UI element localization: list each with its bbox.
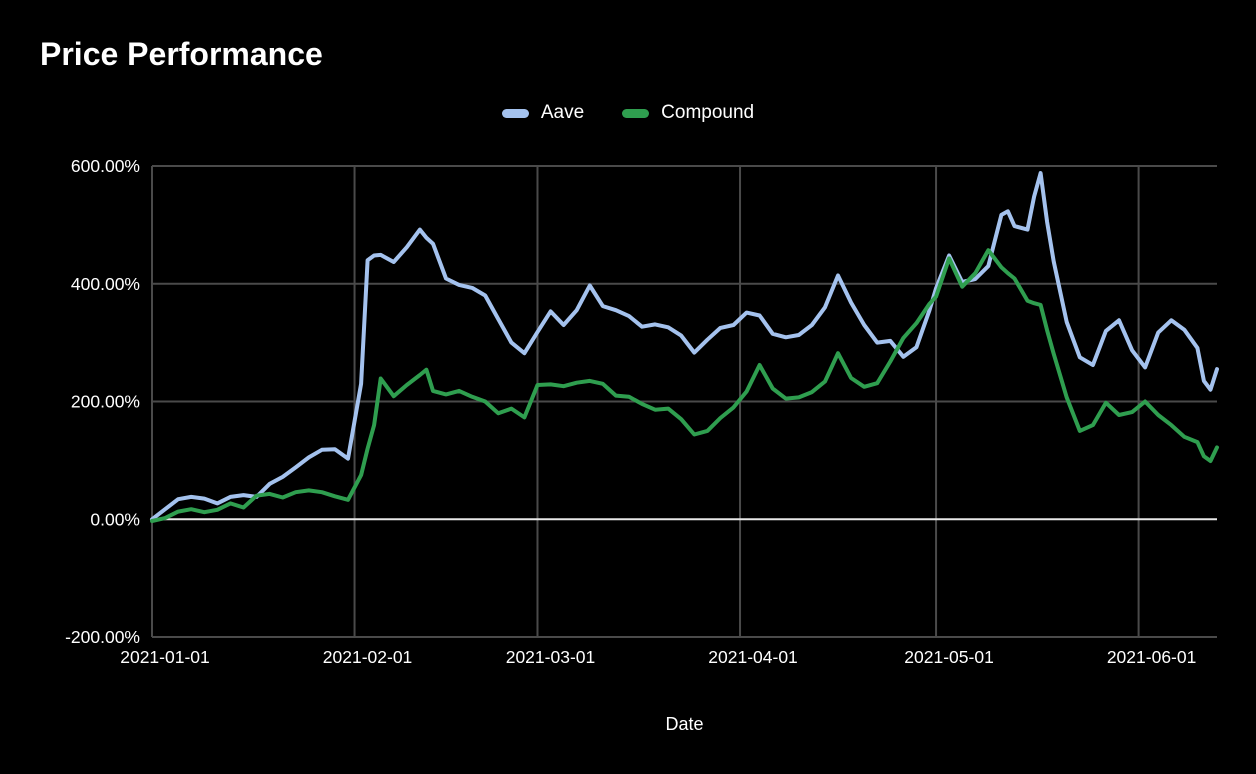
compound-line-series [150,248,1219,523]
legend: Aave Compound [0,102,1256,124]
x-axis-tick-label: 2021-05-01 [904,647,994,667]
legend-label-compound: Compound [661,102,755,123]
x-axis-title: Date [665,714,703,734]
aave-swatch-icon [501,108,529,118]
y-axis-tick-label: 0.00% [90,509,140,529]
y-axis-tick-label: 200.00% [71,392,140,412]
chart-title: Price Performance [40,36,323,72]
y-axis-tick-label: 400.00% [71,274,140,294]
legend-item-compound[interactable]: Compound [622,102,754,124]
x-axis-tick-label: 2021-03-01 [506,647,596,667]
legend-item-aave[interactable]: Aave [501,102,585,124]
x-axis-tick-label: 2021-02-01 [323,647,413,667]
y-axis-tick-label: -200.00% [65,627,140,647]
x-axis-tick-label: 2021-01-01 [120,647,210,667]
aave-line-series [150,171,1219,522]
x-axis-tick-label: 2021-06-01 [1107,647,1197,667]
compound-swatch-icon [622,108,650,118]
legend-label-aave: Aave [540,102,585,123]
y-axis-tick-label: 600.00% [71,156,140,176]
x-axis-tick-label: 2021-04-01 [708,647,798,667]
